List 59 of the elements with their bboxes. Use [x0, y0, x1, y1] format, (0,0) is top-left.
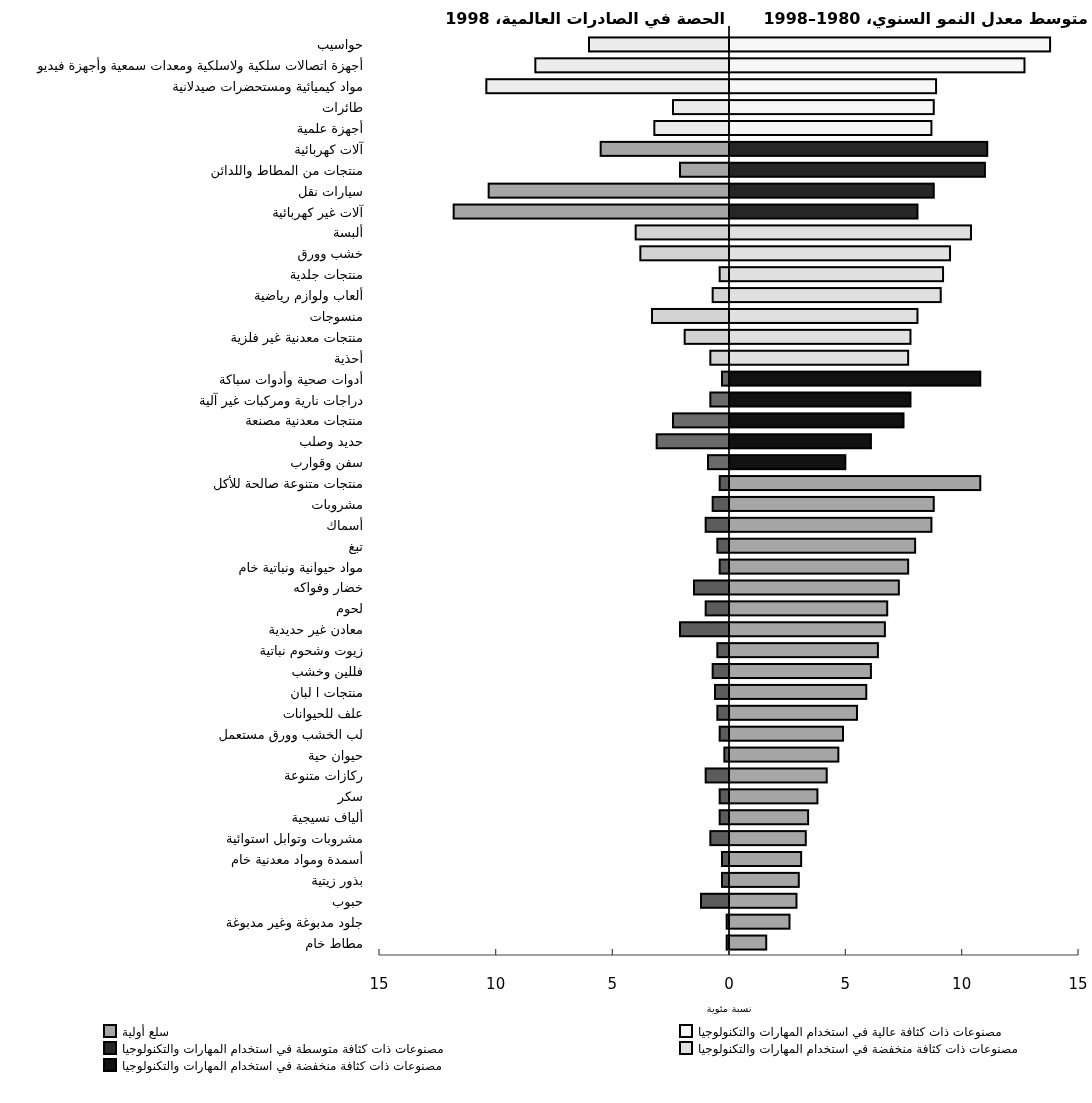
legend-label: مصنوعات ذات كثافة متوسطة في استخدام المهارات والتكنولوجيا — [122, 1042, 444, 1057]
legend-label: مصنوعات ذات كثافة منخفضة في استخدام المهارات والتكنولوجيا — [122, 1059, 442, 1074]
y-tick-label: منتجات متنوعة صالحة للأكل — [212, 475, 363, 493]
chart-title: الحصة في الصادرات العالمية، 1998 — [445, 9, 725, 29]
y-tick-label: ألعاب ولوازم رياضية — [254, 287, 363, 305]
y-tick-label: أجهزة علمية — [296, 119, 363, 137]
y-tick-label: لحوم — [335, 601, 363, 618]
y-tick-label: أدوات صحية وأدوات سباكة — [219, 370, 363, 388]
y-tick-label: طائرات — [322, 100, 363, 117]
y-tick-label: ألياف نسيجية — [291, 809, 363, 826]
y-tick-label: مشروبات وتوابل استوائية — [225, 831, 363, 848]
y-tick-label: حديد وصلب — [299, 434, 363, 451]
y-tick-label: منتجات ا لبان — [290, 684, 363, 700]
x-tick-label: 5 — [607, 975, 618, 993]
y-tick-label: منتجات معدنية مصنعة — [245, 413, 363, 429]
x-tick-label: 10 — [952, 975, 972, 993]
y-tick-label: ركازات متنوعة — [284, 768, 363, 785]
y-tick-label: ألبسة — [332, 224, 363, 241]
y-tick-label: حواسيب — [317, 37, 363, 54]
x-axis-title: نسبة مئوية — [706, 1003, 752, 1014]
y-tick-label: أسمدة ومواد معدنية خام — [230, 851, 363, 869]
x-tick-label: 10 — [486, 975, 506, 993]
y-tick-label: زيوت وشحوم نباتية — [259, 643, 363, 660]
y-tick-label: مواد حيوانية ونباتية خام — [238, 559, 363, 576]
legend-label: سلع أولية — [122, 1024, 170, 1040]
y-tick-label: آلات غير كهربائية — [272, 203, 365, 221]
y-tick-label: منتجات من المطاط واللدائن — [210, 162, 363, 179]
y-tick-label: حيوان حية — [308, 747, 363, 764]
y-tick-label: أسماك — [326, 516, 363, 533]
y-tick-label: خضار وفواكه — [293, 580, 363, 597]
legend-label: مصنوعات ذات كثافة عالية في استخدام المهارات والتكنولوجيا — [698, 1025, 1002, 1040]
y-tick-label: لب الخشب وورق مستعمل — [218, 726, 363, 743]
y-tick-label: فللين وخشب — [291, 664, 363, 681]
y-tick-label: مطاط خام — [305, 935, 363, 951]
y-tick-label: منتجات جلدية — [289, 267, 363, 283]
y-tick-label: سكر — [336, 789, 363, 806]
y-tick-label: سفن وقوارب — [290, 455, 363, 472]
y-tick-label: حبوب — [332, 893, 363, 910]
y-tick-label: دراجات نارية ومركبات غير آلية — [199, 391, 364, 409]
y-tick-label: آلات كهربائية — [294, 140, 365, 158]
x-tick-label: 5 — [840, 975, 851, 993]
x-tick-label: 15 — [369, 975, 389, 993]
x-tick-label: 0 — [724, 975, 734, 993]
y-tick-label: سيارات نقل — [297, 183, 363, 200]
y-tick-label: أجهزة اتصالات سلكية ولاسلكية ومعدات سمعية وأجهزة فيديو — [36, 57, 363, 75]
x-tick-label: 15 — [1068, 975, 1088, 993]
y-tick-label: مواد كيميائية ومستحضرات صيدلانية — [172, 79, 363, 96]
y-tick-label: أحذية — [333, 349, 363, 366]
y-tick-label: بذور زيتية — [311, 872, 363, 889]
chart-title: متوسط معدل النمو السنوي، 1980–1998 — [763, 9, 1088, 29]
y-tick-label: معادن غير حديدية — [268, 622, 363, 639]
y-tick-label: مشروبات — [311, 496, 363, 513]
legend-label: مصنوعات ذات كثافة منخفضة في استخدام المهارات والتكنولوجيا — [698, 1042, 1018, 1057]
y-tick-label: تبغ — [348, 538, 364, 555]
y-tick-label: علف للحيوانات — [282, 705, 363, 722]
y-tick-label: خشب وورق — [297, 246, 363, 263]
y-tick-label: جلود مدبوغة وغير مدبوغة — [225, 914, 363, 931]
y-tick-label: منتجات معدنية غير فلزية — [230, 329, 363, 346]
y-tick-label: منسوجات — [309, 308, 363, 325]
